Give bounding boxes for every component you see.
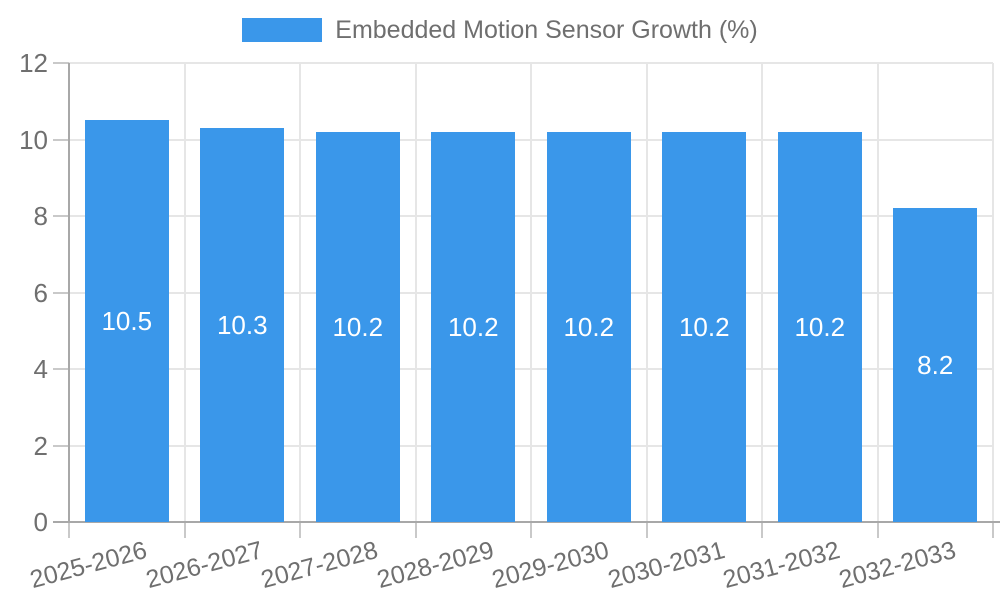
gridline-vertical bbox=[530, 63, 532, 522]
x-tick-mark bbox=[645, 522, 648, 538]
bar-value-label: 8.2 bbox=[917, 350, 954, 381]
x-axis-tick-label: 2029-2030 bbox=[489, 536, 612, 594]
bar-value-label: 10.2 bbox=[447, 311, 499, 342]
y-tick-mark bbox=[53, 368, 69, 370]
y-axis-tick-label: 10 bbox=[19, 124, 48, 155]
y-axis-tick-label: 4 bbox=[33, 354, 48, 384]
x-tick-mark bbox=[414, 522, 417, 538]
x-tick-mark bbox=[992, 522, 994, 538]
y-axis-tick-label: 2 bbox=[33, 430, 48, 461]
y-tick-mark bbox=[53, 444, 69, 447]
x-tick-mark bbox=[299, 522, 301, 538]
x-tick-mark bbox=[530, 522, 532, 538]
bar[interactable] bbox=[546, 131, 631, 522]
y-tick-mark bbox=[53, 138, 69, 141]
x-axis-tick-label: 2030-2031 bbox=[604, 536, 728, 594]
bar-value-label: 10.2 bbox=[332, 311, 384, 342]
x-axis-tick-label: 2027-2028 bbox=[258, 536, 381, 594]
bar-value-label: 10.5 bbox=[101, 306, 153, 337]
y-axis-tick-label: 12 bbox=[19, 48, 48, 78]
x-axis-tick-label: 2031-2032 bbox=[720, 536, 843, 594]
legend[interactable]: Embedded Motion Sensor Growth (%) bbox=[0, 16, 1000, 44]
x-tick-mark bbox=[761, 522, 763, 538]
x-axis-tick-label: 2032-2033 bbox=[835, 536, 959, 594]
x-axis-tick-label: 2026-2027 bbox=[142, 536, 266, 594]
y-axis-tick-label: 6 bbox=[33, 277, 48, 308]
bar[interactable] bbox=[84, 120, 169, 522]
bar[interactable] bbox=[431, 131, 516, 522]
bar[interactable] bbox=[200, 128, 285, 522]
x-tick-mark bbox=[68, 522, 70, 538]
bar[interactable] bbox=[777, 131, 862, 522]
x-axis-tick-label: 2025-2026 bbox=[27, 536, 150, 594]
legend-swatch bbox=[242, 18, 323, 42]
gridline-vertical bbox=[761, 63, 763, 522]
bar[interactable] bbox=[893, 208, 978, 522]
x-axis-line bbox=[53, 521, 1000, 523]
y-tick-mark bbox=[53, 215, 69, 217]
y-axis-tick-label: 8 bbox=[33, 201, 48, 231]
legend-label: Embedded Motion Sensor Growth (%) bbox=[335, 16, 758, 44]
gridline-vertical bbox=[645, 63, 648, 522]
gridline-vertical bbox=[183, 63, 186, 522]
bar-value-label: 10.2 bbox=[678, 311, 730, 342]
x-tick-mark bbox=[876, 522, 879, 538]
bar-value-label: 10.3 bbox=[216, 310, 268, 340]
y-axis-tick-label: 0 bbox=[33, 507, 48, 537]
gridline-vertical bbox=[414, 63, 417, 522]
y-tick-mark bbox=[53, 62, 69, 64]
gridline-vertical bbox=[992, 63, 994, 522]
x-tick-mark bbox=[183, 522, 186, 538]
y-tick-mark bbox=[53, 291, 69, 294]
gridline-vertical bbox=[876, 63, 879, 522]
bar-value-label: 10.2 bbox=[563, 311, 615, 342]
bar[interactable] bbox=[315, 131, 400, 522]
bar[interactable] bbox=[662, 131, 747, 522]
x-axis-tick-label: 2028-2029 bbox=[373, 536, 497, 594]
bar-value-label: 10.2 bbox=[794, 311, 846, 342]
gridline-vertical bbox=[299, 63, 301, 522]
y-axis-line bbox=[68, 63, 70, 523]
